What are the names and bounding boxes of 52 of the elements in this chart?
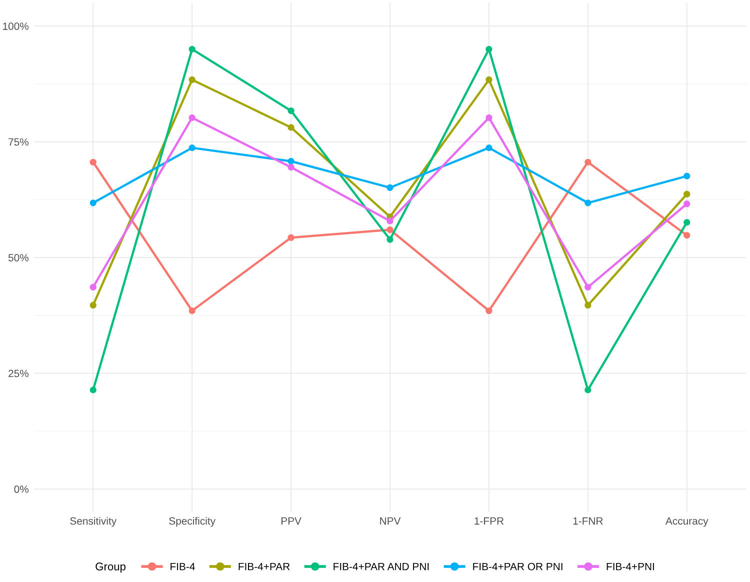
point <box>486 114 492 122</box>
point <box>90 302 96 309</box>
legend-label: FIB-4 <box>170 562 195 570</box>
point <box>584 302 592 309</box>
x-tick-label: PPV <box>281 517 302 525</box>
point <box>90 200 96 206</box>
point <box>188 144 196 152</box>
point <box>90 386 96 394</box>
point <box>90 284 96 290</box>
point <box>288 234 294 241</box>
y-tick-label: 75% <box>8 138 29 146</box>
point <box>188 76 196 84</box>
point <box>188 307 196 314</box>
point <box>486 76 492 84</box>
point <box>288 107 294 114</box>
x-tick-label: Sensitivity <box>70 517 117 527</box>
y-tick-label: 0% <box>14 486 29 493</box>
point <box>288 124 294 131</box>
point <box>486 46 492 53</box>
y-tick-label: 50% <box>8 254 29 262</box>
point <box>386 226 394 234</box>
point <box>584 284 592 290</box>
x-tick-label: 1-FNR <box>573 517 603 525</box>
point <box>90 158 96 166</box>
x-tick-label: Accuracy <box>665 517 708 527</box>
point <box>684 232 690 239</box>
point <box>584 200 592 206</box>
point <box>386 218 394 224</box>
legend-label: FIB-4+PAR <box>238 562 290 570</box>
legend-title: Group <box>96 562 126 573</box>
y-tick-label: 25% <box>8 370 29 378</box>
point <box>288 158 294 165</box>
point <box>684 200 690 208</box>
point <box>684 219 690 226</box>
point <box>386 184 394 191</box>
point <box>188 114 196 122</box>
point <box>584 158 592 166</box>
point <box>486 307 492 314</box>
point <box>288 164 294 171</box>
x-tick-label: Specificity <box>169 517 216 527</box>
y-tick-label: 100% <box>3 22 29 30</box>
point <box>486 144 492 152</box>
point <box>386 236 394 243</box>
point <box>188 46 196 53</box>
legend-label: FIB-4+PAR AND PNI <box>334 562 429 570</box>
point <box>684 190 690 198</box>
legend-label: FIB-4+PAR OR PNI <box>473 562 562 570</box>
point <box>684 172 690 180</box>
legend-label: FIB-4+PNI <box>606 562 654 570</box>
x-tick-label: 1-FPR <box>474 517 504 525</box>
x-tick-label: NPV <box>380 517 401 525</box>
point <box>584 386 592 394</box>
